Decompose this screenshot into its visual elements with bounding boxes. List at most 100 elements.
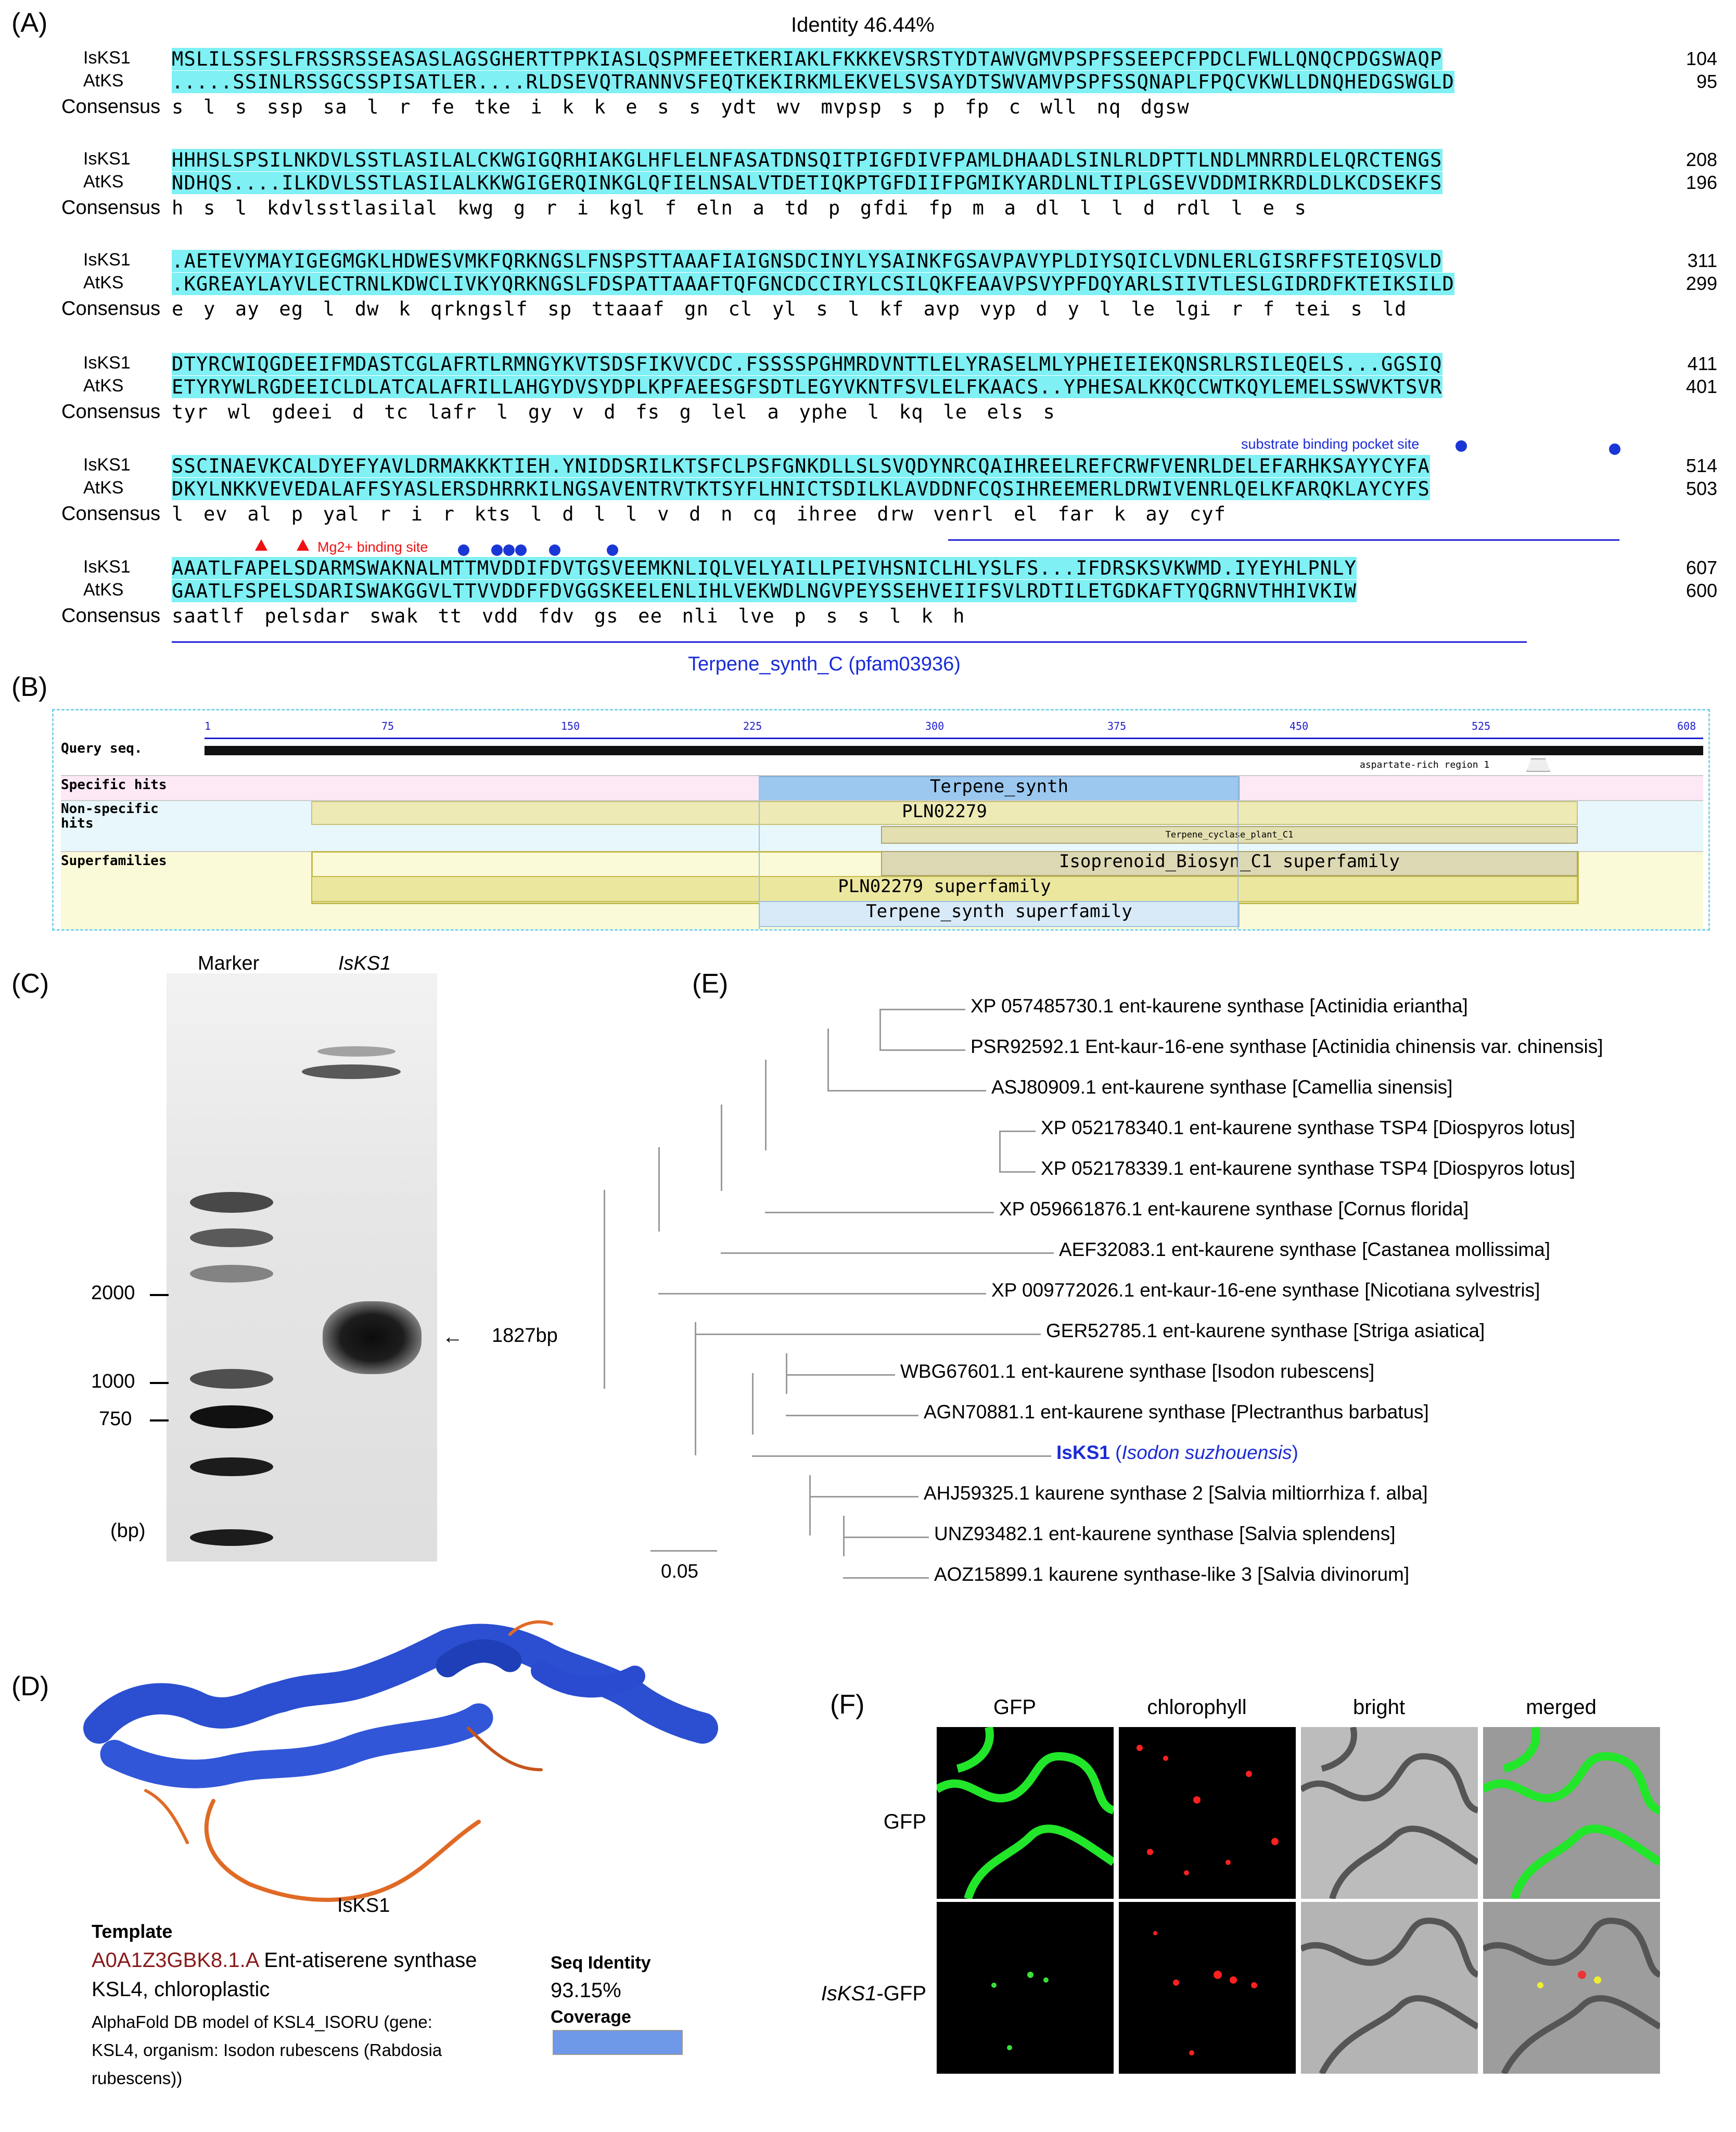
sequence-residues: saatlf pelsdar swak tt vdd fdv gs ee nli… bbox=[172, 605, 965, 627]
template-desc-3: rubescens)) bbox=[92, 2068, 183, 2088]
sequence-name: IsKS1 bbox=[83, 455, 131, 475]
panel-b-label: (B) bbox=[11, 672, 48, 702]
terpene-cyclase-hit[interactable]: Terpene_cyclase_plant_C1 bbox=[881, 826, 1578, 844]
tree-branch bbox=[752, 1455, 1051, 1457]
tree-node bbox=[658, 1147, 660, 1232]
ruler-tick: 225 bbox=[743, 720, 762, 732]
sequence-residues: e y ay eg l dw k qrkngslf sp ttaaaf gn c… bbox=[172, 298, 1407, 320]
tree-branch bbox=[786, 1415, 918, 1416]
size-unit: (bp) bbox=[110, 1520, 146, 1542]
terpene-super-hit[interactable]: Terpene_synth superfamily bbox=[759, 901, 1240, 927]
tree-branch bbox=[721, 1252, 1054, 1254]
residue-count: 401 bbox=[1686, 376, 1717, 397]
tree-leaf-label: PSR92592.1 Ent-kaur-16-ene synthase [Act… bbox=[971, 1036, 1603, 1057]
tree-node bbox=[809, 1475, 811, 1535]
sequence-residues: GAATLFSPELSDARISWAKGGVLTTVVDDFFDVGGSKEEL… bbox=[172, 580, 1357, 602]
sequence-residues: SSCINAEVKCALDYEFYAVLDRMAKKKTIEH.YNIDDSRI… bbox=[172, 455, 1431, 477]
identity-label: Identity 46.44% bbox=[791, 14, 935, 36]
tree-branch bbox=[999, 1171, 1036, 1173]
ruler-tick: 300 bbox=[925, 720, 944, 732]
alignment-row: Consensus l ev al p yal r i r kts l d l l… bbox=[0, 503, 1728, 526]
residue-count: 208 bbox=[1686, 149, 1717, 170]
protein-structure bbox=[83, 1620, 718, 1902]
isoprenoid-super-hit[interactable]: Isoprenoid_Biosyn_C1 superfamily bbox=[881, 851, 1578, 876]
query-bar bbox=[205, 746, 1703, 755]
band-size-label: 1827bp bbox=[492, 1325, 558, 1347]
sequence-residues: s l s ssp sa l r fe tke i k k e s s ydt … bbox=[172, 96, 1190, 118]
nonspecific-label-2: hits bbox=[61, 816, 94, 831]
residue-count: 503 bbox=[1686, 478, 1717, 499]
size-tick bbox=[150, 1294, 169, 1296]
tree-leaf-label: ASJ80909.1 ent-kaurene synthase [Camelli… bbox=[991, 1076, 1453, 1098]
terp-guide-line bbox=[759, 775, 760, 929]
mg-dot bbox=[491, 544, 503, 556]
residue-count: 411 bbox=[1687, 353, 1717, 374]
sequence-residues: MSLILSSFSLFRSSRSSEASASLAGSGHERTTPPKIASLQ… bbox=[172, 48, 1443, 70]
aspartate-marker bbox=[1526, 758, 1550, 772]
pln02279-super-hit[interactable]: PLN02279 superfamily bbox=[311, 876, 1578, 902]
terp-guide-line bbox=[1237, 775, 1239, 929]
residue-count: 600 bbox=[1686, 580, 1717, 601]
tree-leaf-label: XP 052178340.1 ent-kaurene synthase TSP4… bbox=[1041, 1117, 1576, 1138]
col-merged: merged bbox=[1526, 1696, 1597, 1719]
img-isks1-gfp bbox=[937, 1902, 1114, 2074]
product-band bbox=[323, 1301, 422, 1374]
substrate-site-label: substrate binding pocket site bbox=[1241, 436, 1420, 452]
well-band bbox=[317, 1046, 395, 1057]
tree-node bbox=[752, 1373, 754, 1435]
sequence-name: AtKS bbox=[83, 172, 124, 192]
substrate-dot bbox=[1456, 440, 1467, 452]
gel-lane-label: IsKS1 bbox=[338, 953, 391, 974]
pln02279-hit[interactable]: PLN02279 bbox=[311, 801, 1578, 825]
tree-node bbox=[695, 1322, 696, 1455]
tree-leaf-label: XP 059661876.1 ent-kaurene synthase [Cor… bbox=[999, 1198, 1469, 1220]
coverage-label: Coverage bbox=[551, 2007, 631, 2027]
residue-count: 196 bbox=[1686, 172, 1717, 193]
tree-leaf-label: IsKS1 (Isodon suzhouensis) bbox=[1056, 1442, 1298, 1464]
sequence-name: AtKS bbox=[83, 580, 124, 600]
ladder-band bbox=[190, 1265, 273, 1283]
seqid-value: 93.15% bbox=[551, 1979, 621, 2002]
col-gfp: GFP bbox=[993, 1696, 1037, 1719]
sequence-residues: AAATLFAPELSDARMSWAKNALMTTMVDDIFDVTGSVEEM… bbox=[172, 557, 1357, 579]
band-arrow-icon: ← bbox=[442, 1325, 463, 1348]
sequence-name: Consensus bbox=[61, 503, 161, 525]
img-gfp-gfp bbox=[937, 1727, 1114, 1899]
tree-leaf-label: GER52785.1 ent-kaurene synthase [Striga … bbox=[1046, 1320, 1485, 1341]
mg-dot bbox=[607, 544, 618, 556]
tree-node bbox=[604, 1190, 605, 1389]
tree-node bbox=[843, 1516, 845, 1556]
panel-e-label: (E) bbox=[692, 969, 729, 999]
query-label: Query seq. bbox=[61, 741, 143, 756]
mg-site-marker bbox=[255, 539, 267, 551]
sequence-residues: DTYRCWIQGDEEIFMDASTCGLAFRTLRMNGYKVTSDSFI… bbox=[172, 353, 1443, 375]
ruler-tick: 150 bbox=[561, 720, 580, 732]
mg-dot bbox=[503, 544, 515, 556]
img-gfp-bright bbox=[1301, 1727, 1478, 1899]
tree-leaf-label: XP 057485730.1 ent-kaurene synthase [Act… bbox=[971, 995, 1468, 1017]
alignment-row: IsKS1 HHHSLSPSILNKDVLSSTLASILALCKWGIGQRHI… bbox=[0, 149, 1728, 172]
ladder-band bbox=[190, 1529, 273, 1546]
sequence-name: AtKS bbox=[83, 376, 124, 396]
img-gfp-chlorophyll bbox=[1119, 1727, 1296, 1899]
residue-count: 95 bbox=[1696, 71, 1717, 92]
mg-dot bbox=[515, 544, 527, 556]
tree-leaf-label: AOZ15899.1 kaurene synthase-like 3 [Salv… bbox=[934, 1564, 1410, 1585]
row-suffix: -GFP bbox=[876, 1982, 926, 2005]
tree-branch bbox=[809, 1496, 918, 1498]
ruler-tick: 608 bbox=[1677, 720, 1696, 732]
template-id-link[interactable]: A0A1Z3GBK8.1.A bbox=[92, 1949, 259, 1972]
tree-branch bbox=[695, 1334, 1041, 1335]
alignment-row: Consensus h s l kdvlsstlasilal kwg g r i … bbox=[0, 197, 1728, 220]
terpene-synth-hit[interactable]: Terpene_synth bbox=[759, 776, 1240, 802]
aspartate-num: 1 bbox=[1484, 759, 1490, 770]
alignment-row: AtKS DKYLNKKVEVEDALAFFSYASLERSDHRRKILNGSA… bbox=[0, 478, 1728, 501]
tree-branch bbox=[843, 1577, 929, 1579]
scale-bar bbox=[650, 1550, 717, 1552]
template-title: A0A1Z3GBK8.1.A Ent-atiserene synthase bbox=[92, 1949, 477, 1972]
size-tick bbox=[150, 1419, 169, 1422]
tree-branch bbox=[765, 1212, 994, 1213]
alignment-row: AtKS NDHQS....ILKDVLSSTLASILALKKWGIGERQIN… bbox=[0, 172, 1728, 195]
col-chlorophyll: chlorophyll bbox=[1147, 1696, 1247, 1719]
ladder-band bbox=[190, 1192, 273, 1213]
